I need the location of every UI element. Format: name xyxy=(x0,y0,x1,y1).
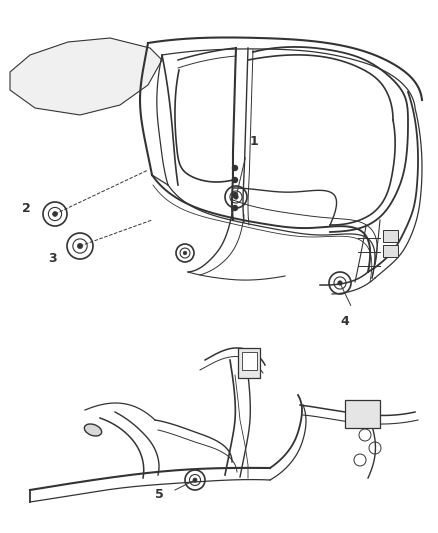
Polygon shape xyxy=(10,38,162,115)
Circle shape xyxy=(233,195,238,199)
Polygon shape xyxy=(241,352,256,370)
Circle shape xyxy=(337,281,341,285)
Circle shape xyxy=(232,166,237,171)
Circle shape xyxy=(232,177,237,182)
Circle shape xyxy=(183,251,187,255)
Polygon shape xyxy=(382,245,397,257)
Text: 5: 5 xyxy=(155,489,163,502)
Polygon shape xyxy=(382,230,397,242)
Polygon shape xyxy=(237,348,259,378)
Text: 2: 2 xyxy=(22,201,31,214)
Text: 1: 1 xyxy=(249,135,258,148)
Circle shape xyxy=(53,212,57,216)
Circle shape xyxy=(232,206,237,211)
Text: 3: 3 xyxy=(48,252,57,264)
Circle shape xyxy=(193,478,197,482)
Text: 4: 4 xyxy=(340,315,349,328)
Circle shape xyxy=(77,244,82,248)
Circle shape xyxy=(232,192,237,198)
Ellipse shape xyxy=(84,424,102,436)
Polygon shape xyxy=(344,400,379,428)
